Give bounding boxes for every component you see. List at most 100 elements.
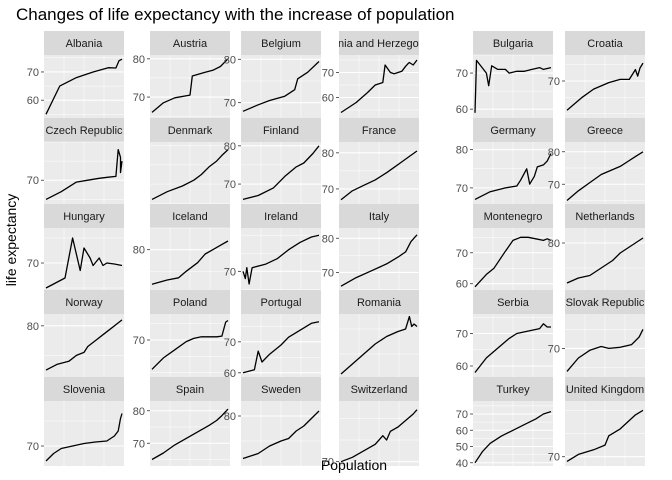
y-tick-label: 70 <box>27 67 39 79</box>
facet-label-belgium: Belgium <box>261 38 301 50</box>
series-line-austria <box>151 58 229 113</box>
facet-hungary: Hungary 70 <box>27 204 124 293</box>
y-tick-label: 70 <box>224 266 236 278</box>
y-tick-label: 60 <box>224 368 236 380</box>
facet-strip-czech-republic <box>44 118 124 142</box>
facet-germany: Germany 70 80 <box>456 118 553 208</box>
y-tick-label: 80 <box>456 145 468 157</box>
facet-denmark: Denmark <box>150 118 230 207</box>
facet-albania: Albania 60 70 <box>27 31 124 120</box>
facet-strip-switzerland <box>339 377 419 401</box>
series-line-finland <box>242 145 320 201</box>
series-line-greece <box>566 151 644 201</box>
series-line-portugal <box>242 321 320 374</box>
series-line-slovenia <box>45 413 123 462</box>
y-tick-label: 70 <box>322 184 334 196</box>
facet-label-turkey: Turkey <box>496 384 530 396</box>
facet-croatia: Croatia 70 <box>548 31 645 120</box>
series-line-france <box>340 150 418 201</box>
series-line-sweden <box>242 410 320 460</box>
series-line-poland <box>151 319 229 370</box>
facet-strip-slovak-republic <box>565 290 645 314</box>
facet-sweden: Sweden 80 <box>224 377 321 467</box>
y-tick-label: 60 <box>456 279 468 291</box>
facet-label-denmark: Denmark <box>168 125 213 137</box>
facet-label-hungary: Hungary <box>63 211 105 223</box>
facet-strip-bosnia-and-herzegovina <box>339 31 419 55</box>
facet-slovenia: Slovenia 70 <box>27 377 124 466</box>
facet-greece: Greece 70 80 <box>548 118 645 207</box>
series-line-germany <box>474 153 552 200</box>
facet-strip-austria <box>150 31 230 55</box>
facet-strip-germany <box>473 118 553 142</box>
facet-strip-denmark <box>150 118 230 142</box>
y-tick-label: 80 <box>224 141 236 153</box>
facet-label-romania: Romania <box>357 297 402 309</box>
facet-label-czech-republic: Czech Republic <box>45 125 123 137</box>
series-line-hungary <box>45 237 123 289</box>
facet-strip-finland <box>241 118 321 142</box>
y-tick-label: 60 <box>456 361 468 373</box>
facet-label-finland: Finland <box>263 125 299 137</box>
y-tick-label: 70 <box>548 179 560 191</box>
facet-strip-slovenia <box>44 377 124 401</box>
series-line-bosnia-and-herzegovina <box>340 59 418 114</box>
facet-label-austria: Austria <box>173 38 208 50</box>
facet-label-slovenia: Slovenia <box>63 384 106 396</box>
facet-strip-spain <box>150 377 230 401</box>
series-line-ireland <box>242 234 320 285</box>
facet-italy: Italy 70 80 <box>322 204 419 293</box>
series-line-turkey <box>474 410 552 464</box>
y-tick-label: 80 <box>133 245 145 257</box>
series-line-denmark <box>151 149 229 200</box>
facet-label-italy: Italy <box>369 211 390 223</box>
facet-strip-portugal <box>241 290 321 314</box>
y-tick-label: 60 <box>322 93 334 105</box>
y-tick-label: 70 <box>548 343 560 355</box>
facet-netherlands: Netherlands 80 <box>548 204 645 294</box>
y-axis-title: life expectancy <box>3 194 19 287</box>
facet-label-portugal: Portugal <box>261 297 302 309</box>
facet-strip-united-kingdom <box>565 377 645 401</box>
y-tick-label: 80 <box>322 233 334 245</box>
facet-label-albania: Albania <box>66 38 104 50</box>
facet-portugal: Portugal 60 70 <box>224 290 321 380</box>
y-tick-label: 80 <box>548 238 560 250</box>
y-tick-label: 70 <box>224 98 236 110</box>
facet-label-spain: Spain <box>176 384 204 396</box>
y-tick-label: 80 <box>27 321 39 333</box>
facet-strip-greece <box>565 118 645 142</box>
y-tick-label: 80 <box>133 406 145 418</box>
y-tick-label: 80 <box>224 54 236 66</box>
facet-label-montenegro: Montenegro <box>484 211 543 223</box>
series-line-czech-republic <box>45 148 123 200</box>
facet-strip-serbia <box>473 290 553 314</box>
y-tick-label: 70 <box>456 183 468 195</box>
facet-strip-france <box>339 118 419 142</box>
facet-norway: Norway 80 <box>27 290 124 379</box>
y-tick-label: 80 <box>133 54 145 66</box>
facet-label-united-kingdom: United Kingdom <box>566 384 644 396</box>
y-tick-label: 70 <box>456 329 468 341</box>
facet-strip-romania <box>339 290 419 314</box>
facet-strip-turkey <box>473 377 553 401</box>
facet-montenegro: Montenegro 60 70 <box>456 204 553 293</box>
facet-strip-hungary <box>44 204 124 228</box>
facet-label-iceland: Iceland <box>172 211 207 223</box>
facet-turkey: Turkey 40 50 60 70 <box>456 377 553 470</box>
y-tick-label: 70 <box>27 441 39 453</box>
series-line-iceland <box>151 240 229 285</box>
series-line-slovak-republic <box>566 329 644 372</box>
facet-label-bosnia-and-herzegovina: Bosnia and Herzegovina <box>319 38 440 50</box>
facet-strip-croatia <box>565 31 645 55</box>
series-line-spain <box>151 408 229 461</box>
x-axis-title: Population <box>321 457 387 473</box>
y-tick-label: 70 <box>322 457 334 469</box>
facet-strip-poland <box>150 290 230 314</box>
y-tick-label: 80 <box>224 411 236 423</box>
y-tick-label: 60 <box>27 95 39 107</box>
facet-bulgaria: Bulgaria 60 70 <box>456 31 553 120</box>
series-line-belgium <box>242 61 320 112</box>
facet-label-norway: Norway <box>65 297 103 309</box>
